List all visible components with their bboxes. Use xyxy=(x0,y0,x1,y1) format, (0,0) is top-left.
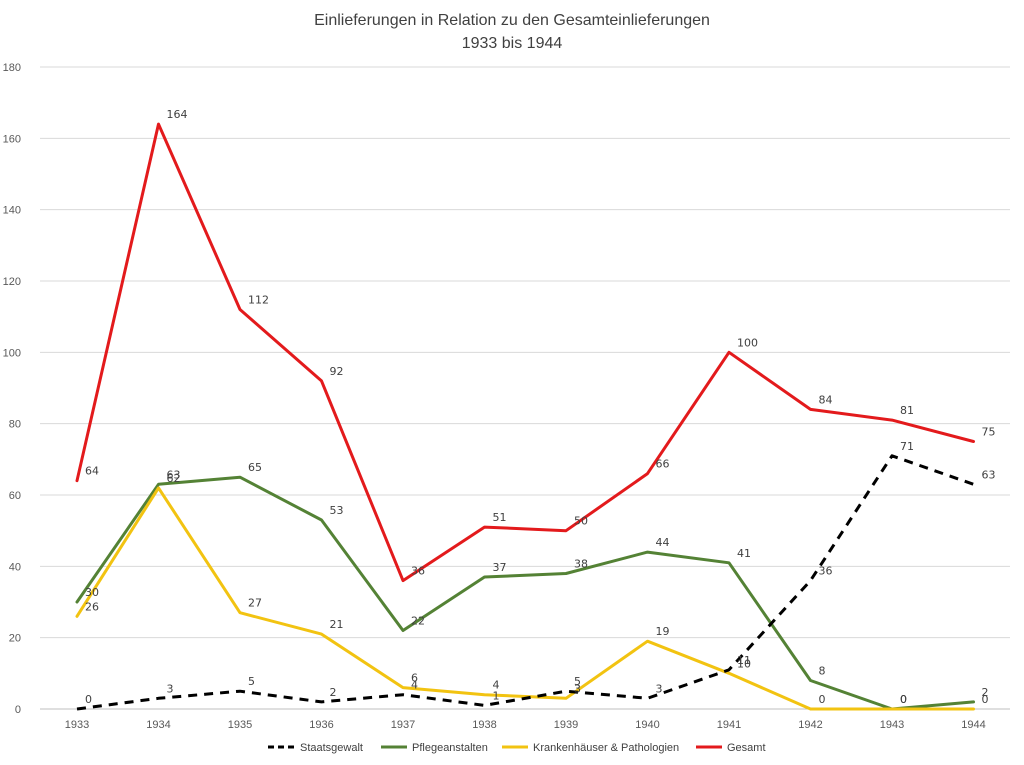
data-label: 3 xyxy=(574,682,581,695)
data-label: 30 xyxy=(85,586,99,599)
data-label: 6 xyxy=(411,672,418,685)
data-label: 0 xyxy=(900,693,907,706)
data-label: 64 xyxy=(85,465,99,478)
data-label: 53 xyxy=(330,504,344,517)
data-label: 8 xyxy=(819,664,826,677)
x-tick-label: 1934 xyxy=(146,719,170,731)
data-label: 0 xyxy=(982,693,989,706)
data-label: 75 xyxy=(982,426,996,439)
data-label: 51 xyxy=(493,511,507,524)
y-tick-label: 100 xyxy=(3,347,21,359)
data-label: 0 xyxy=(85,693,92,706)
y-tick-label: 180 xyxy=(3,62,21,74)
data-label: 4 xyxy=(411,679,418,692)
gridlines xyxy=(40,66,1010,639)
series-line xyxy=(75,486,975,711)
y-tick-label: 140 xyxy=(3,205,21,217)
data-label: 84 xyxy=(819,393,833,406)
data-label: 44 xyxy=(656,536,670,549)
data-label: 3 xyxy=(167,682,174,695)
data-label: 5 xyxy=(248,675,255,688)
x-tick-label: 1933 xyxy=(65,719,89,731)
data-label: 22 xyxy=(411,615,425,628)
chart-title-line-1: Einlieferungen in Relation zu den Gesamt… xyxy=(314,12,710,29)
x-tick-label: 1941 xyxy=(717,719,741,731)
data-label: 10 xyxy=(737,657,751,670)
x-tick-label: 1940 xyxy=(635,719,659,731)
data-label: 36 xyxy=(819,565,833,578)
data-label: 0 xyxy=(819,693,826,706)
data-label: 41 xyxy=(737,547,751,560)
data-label: 0 xyxy=(900,693,907,706)
y-tick-label: 0 xyxy=(15,704,21,716)
data-label: 164 xyxy=(167,108,188,121)
x-tick-label: 1939 xyxy=(554,719,578,731)
y-tick-label: 160 xyxy=(3,133,21,145)
series-line xyxy=(75,122,975,583)
x-tick-label: 1942 xyxy=(798,719,822,731)
data-label: 2 xyxy=(330,686,337,699)
legend-label: Krankenhäuser & Pathologien xyxy=(533,742,679,754)
series-line xyxy=(75,475,975,711)
legend-label: Staatsgewalt xyxy=(300,742,363,754)
data-label: 71 xyxy=(900,440,914,453)
data-label: 26 xyxy=(85,600,99,613)
chart-title-line-2: 1933 bis 1944 xyxy=(462,35,563,52)
data-label: 19 xyxy=(656,625,670,638)
data-label: 3 xyxy=(656,682,663,695)
data-label: 50 xyxy=(574,515,588,528)
data-label: 36 xyxy=(411,565,425,578)
x-tick-label: 1937 xyxy=(391,719,415,731)
data-label: 63 xyxy=(167,468,181,481)
legend: Staatsgewalt Pflegeanstalten Krankenhäuser… xyxy=(268,742,766,754)
x-tick-label: 1938 xyxy=(472,719,496,731)
data-label: 66 xyxy=(656,458,670,471)
data-label: 11 xyxy=(737,654,751,667)
data-label: 81 xyxy=(900,404,914,417)
data-label: 2 xyxy=(982,686,989,699)
series-line xyxy=(76,454,974,711)
data-label: 21 xyxy=(330,618,344,631)
data-label: 100 xyxy=(737,336,758,349)
data-label: 37 xyxy=(493,561,507,574)
data-label: 5 xyxy=(574,675,581,688)
y-tick-label: 60 xyxy=(9,490,21,502)
data-label: 1 xyxy=(493,689,500,702)
legend-label: Pflegeanstalten xyxy=(412,742,488,754)
data-label: 63 xyxy=(982,468,996,481)
data-label: 92 xyxy=(330,365,344,378)
series-lines xyxy=(75,122,975,711)
y-tick-label: 40 xyxy=(9,561,21,573)
y-tick-label: 120 xyxy=(3,276,21,288)
data-label: 112 xyxy=(248,294,269,307)
x-tick-label: 1935 xyxy=(228,719,252,731)
data-label: 38 xyxy=(574,557,588,570)
x-tick-label: 1943 xyxy=(880,719,904,731)
y-tick-label: 20 xyxy=(9,633,21,645)
data-label: 62 xyxy=(167,472,181,485)
legend-label: Gesamt xyxy=(727,742,766,754)
x-tick-label: 1936 xyxy=(309,719,333,731)
data-label: 27 xyxy=(248,597,262,610)
y-tick-label: 80 xyxy=(9,419,21,431)
x-tick-label: 1944 xyxy=(961,719,985,731)
data-label: 4 xyxy=(493,679,500,692)
data-label: 65 xyxy=(248,461,262,474)
